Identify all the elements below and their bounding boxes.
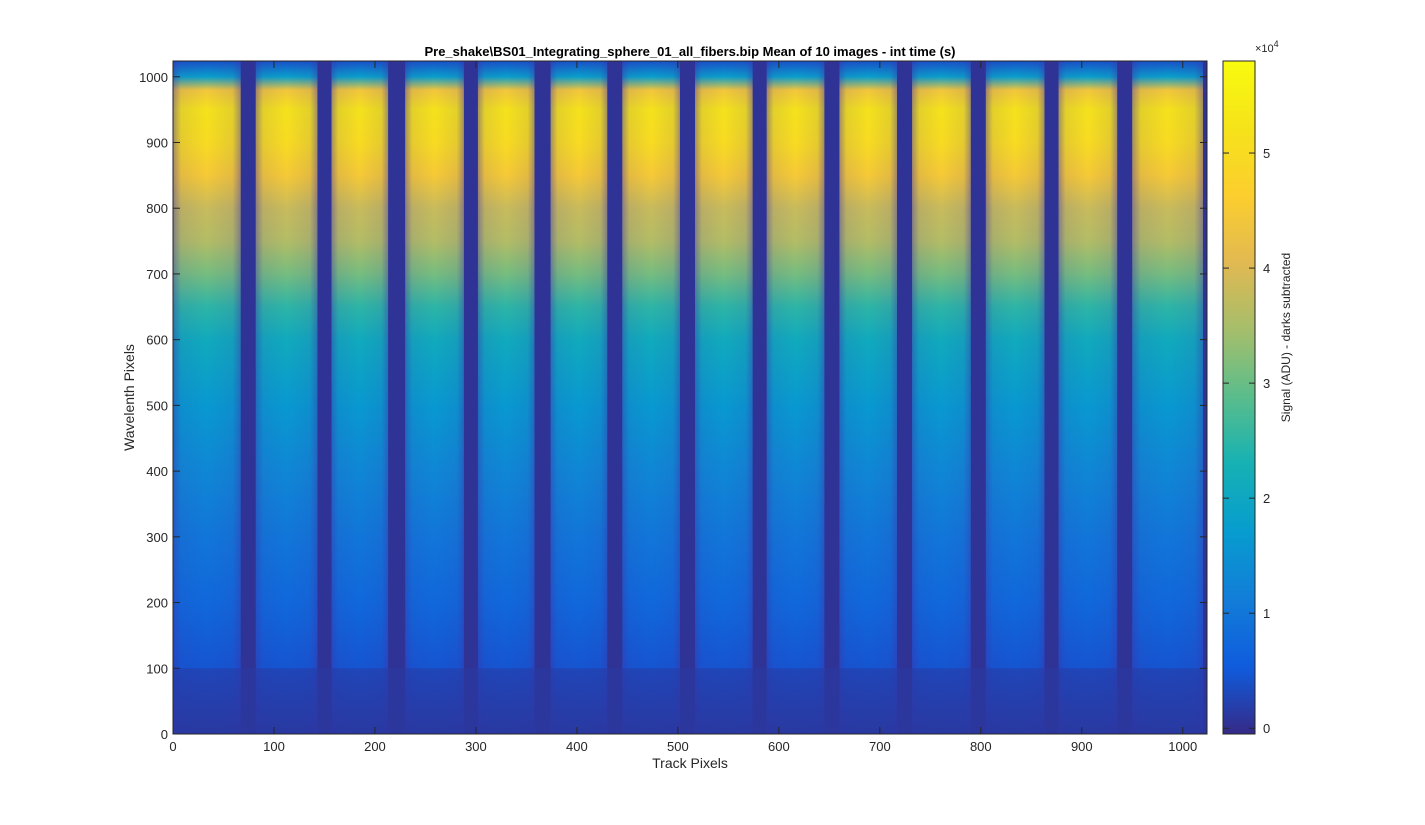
fiber-track-shading <box>477 61 535 734</box>
fiber-track-shading <box>766 61 825 734</box>
fiber-track-shading <box>1132 61 1203 734</box>
y-tick-label: 100 <box>146 661 168 676</box>
x-tick-label: 0 <box>169 739 176 754</box>
x-tick-label: 100 <box>263 739 285 754</box>
fiber-track-shading <box>985 61 1045 734</box>
y-tick-label: 500 <box>146 398 168 413</box>
x-tick-label: 1000 <box>1168 739 1197 754</box>
fiber-track-shading <box>622 61 680 734</box>
fiber-track-shading <box>173 61 241 734</box>
x-tick-label: 900 <box>1071 739 1093 754</box>
colorbar-gradient-fill <box>1223 61 1255 734</box>
x-tick-label: 700 <box>869 739 891 754</box>
fiber-track-shading <box>255 61 318 734</box>
fiber-track-shading <box>550 61 608 734</box>
y-tick-label: 700 <box>146 267 168 282</box>
fiber-track-shading <box>405 61 464 734</box>
colorbar-tick-label: 0 <box>1263 721 1270 736</box>
colorbar-tick-label: 3 <box>1263 376 1270 391</box>
x-tick-label: 400 <box>566 739 588 754</box>
axes-box <box>172 60 1208 735</box>
chart-title: Pre_shake\BS01_Integrating_sphere_01_all… <box>424 44 955 59</box>
colorbar-gradient <box>1223 61 1255 734</box>
y-axis: 0 100 200 300 400 500 600 700 800 900 1000 <box>139 70 1207 742</box>
x-tick-label: 500 <box>667 739 689 754</box>
colorbar-box <box>1222 60 1256 735</box>
colorbar-tick-label: 4 <box>1263 261 1270 276</box>
fiber-track-shading <box>695 61 753 734</box>
low-signal-band <box>173 668 1207 734</box>
y-axis-label: Wavelenth Pixels <box>121 344 137 451</box>
x-tick-label: 200 <box>364 739 386 754</box>
fiber-track-shading <box>839 61 898 734</box>
fiber-track-shading <box>912 61 971 734</box>
y-tick-label: 400 <box>146 464 168 479</box>
y-tick-label: 600 <box>146 333 168 348</box>
colorbar: 0 1 2 3 4 5 ×104 Signal (ADU) - darks subtrac… <box>1222 39 1293 736</box>
colorbar-tick-label: 2 <box>1263 491 1270 506</box>
fiber-track-shading <box>1058 61 1118 734</box>
plot-area <box>172 60 1208 735</box>
x-tick-label: 300 <box>465 739 487 754</box>
y-tick-label: 200 <box>146 596 168 611</box>
x-axis-label: Track Pixels <box>652 755 728 771</box>
x-axis: 0 100 200 300 400 500 600 700 800 900 1000 <box>169 61 1197 754</box>
y-tick-label: 800 <box>146 201 168 216</box>
colorbar-tick-label: 5 <box>1263 146 1270 161</box>
colorbar-ticks: 0 1 2 3 4 5 <box>1223 146 1270 736</box>
y-tick-label: 300 <box>146 530 168 545</box>
heatmap-image <box>173 61 1207 734</box>
colorbar-tick-label: 1 <box>1263 606 1270 621</box>
x-tick-label: 800 <box>970 739 992 754</box>
fiber-track-shading <box>331 61 389 734</box>
colorbar-exponent-label: ×104 <box>1255 39 1279 55</box>
y-tick-label: 1000 <box>139 70 168 85</box>
y-tick-label: 900 <box>146 135 168 150</box>
colorbar-label: Signal (ADU) - darks subtracted <box>1279 253 1293 422</box>
y-tick-label: 0 <box>161 727 168 742</box>
plot-background <box>173 61 1207 734</box>
x-tick-label: 600 <box>768 739 790 754</box>
